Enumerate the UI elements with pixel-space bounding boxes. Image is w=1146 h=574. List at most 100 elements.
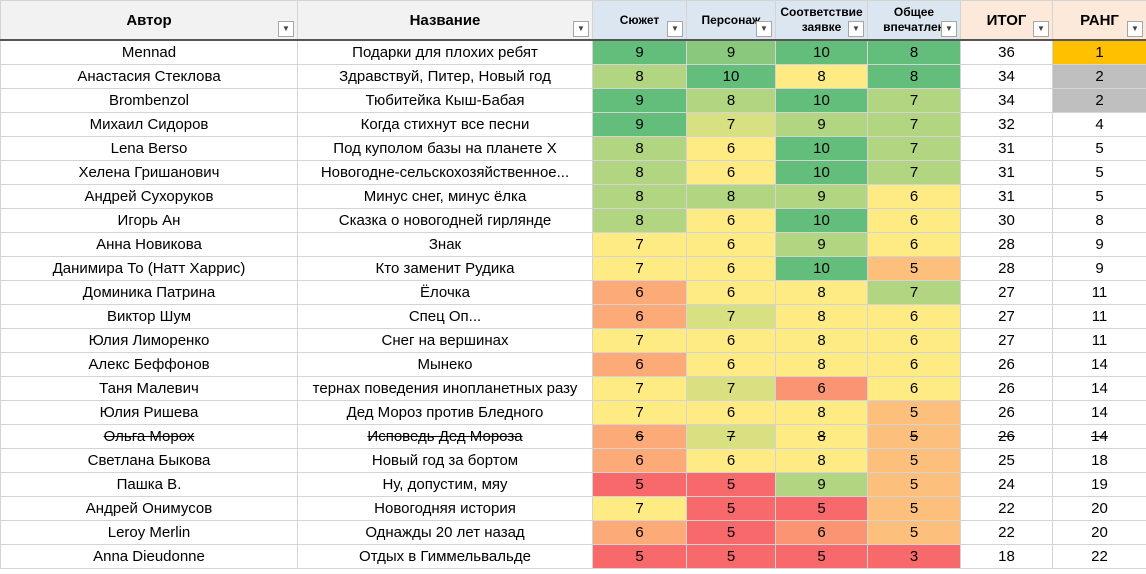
score-cell: 9 bbox=[775, 472, 868, 497]
total-cell: 26 bbox=[960, 424, 1053, 449]
title-cell: Ёлочка bbox=[297, 280, 593, 305]
score-cell: 6 bbox=[686, 400, 776, 425]
author-cell: Anna Dieudonne bbox=[0, 544, 298, 569]
total-cell: 31 bbox=[960, 160, 1053, 185]
rank-cell: 2 bbox=[1052, 64, 1146, 89]
column-header: Сюжет ▼ bbox=[592, 0, 687, 41]
data-row: Игорь Ан Сказка о новогодней гирлянде 8 6 10… bbox=[0, 208, 1146, 233]
total-cell: 26 bbox=[960, 376, 1053, 401]
score-cell: 6 bbox=[686, 232, 776, 257]
title-cell: Сказка о новогодней гирлянде bbox=[297, 208, 593, 233]
score-cell: 5 bbox=[592, 544, 687, 569]
score-cell: 9 bbox=[592, 39, 687, 65]
total-cell: 18 bbox=[960, 544, 1053, 569]
score-cell: 6 bbox=[592, 448, 687, 473]
author-cell: Leroy Merlin bbox=[0, 520, 298, 545]
author-cell: Анастасия Стеклова bbox=[0, 64, 298, 89]
score-cell: 5 bbox=[686, 520, 776, 545]
title-cell: Кто заменит Рудика bbox=[297, 256, 593, 281]
total-cell: 34 bbox=[960, 88, 1053, 113]
title-cell: Исповедь Дед Мороза bbox=[297, 424, 593, 449]
column-header: Соответствие заявке ▼ bbox=[775, 0, 868, 41]
score-cell: 5 bbox=[775, 496, 868, 521]
score-cell: 6 bbox=[686, 160, 776, 185]
score-cell: 5 bbox=[867, 520, 961, 545]
title-cell: Отдых в Гиммельвальде bbox=[297, 544, 593, 569]
column-header: Общее впечатлен ▼ bbox=[867, 0, 961, 41]
score-cell: 9 bbox=[775, 112, 868, 137]
title-cell: Спец Оп... bbox=[297, 304, 593, 329]
title-cell: Когда стихнут все песни bbox=[297, 112, 593, 137]
rank-cell: 11 bbox=[1052, 280, 1146, 305]
author-cell: Данимира То (Натт Харрис) bbox=[0, 256, 298, 281]
total-cell: 22 bbox=[960, 520, 1053, 545]
rank-cell: 9 bbox=[1052, 232, 1146, 257]
data-row: Виктор Шум Спец Оп... 6 7 8 6 27 11 bbox=[0, 304, 1146, 329]
score-cell: 6 bbox=[592, 352, 687, 377]
rank-cell: 4 bbox=[1052, 112, 1146, 137]
score-cell: 6 bbox=[592, 304, 687, 329]
score-cell: 10 bbox=[775, 256, 868, 281]
rank-cell: 14 bbox=[1052, 400, 1146, 425]
score-cell: 8 bbox=[686, 184, 776, 209]
filter-button[interactable]: ▼ bbox=[573, 21, 589, 37]
data-row: Доминика Патрина Ёлочка 6 6 8 7 27 11 bbox=[0, 280, 1146, 305]
rank-cell: 11 bbox=[1052, 304, 1146, 329]
score-cell: 6 bbox=[686, 448, 776, 473]
score-cell: 10 bbox=[775, 136, 868, 161]
data-row: Данимира То (Натт Харрис) Кто заменит Руд… bbox=[0, 256, 1146, 281]
rank-cell: 22 bbox=[1052, 544, 1146, 569]
score-cell: 9 bbox=[775, 232, 868, 257]
title-cell: Здравствуй, Питер, Новый год bbox=[297, 64, 593, 89]
column-header: ИТОГ ▼ bbox=[960, 0, 1053, 41]
column-header: Название ▼ bbox=[297, 0, 593, 41]
filter-button[interactable]: ▼ bbox=[278, 21, 294, 37]
total-cell: 28 bbox=[960, 232, 1053, 257]
data-row: Светлана Быкова Новый год за бортом 6 6 8 5 25… bbox=[0, 448, 1146, 473]
author-cell: Mennad bbox=[0, 39, 298, 65]
score-cell: 8 bbox=[592, 160, 687, 185]
filter-button[interactable]: ▼ bbox=[756, 21, 772, 37]
filter-button[interactable]: ▼ bbox=[941, 21, 957, 37]
score-cell: 6 bbox=[686, 280, 776, 305]
author-cell: Михаил Сидоров bbox=[0, 112, 298, 137]
filter-button[interactable]: ▼ bbox=[1033, 21, 1049, 37]
rank-cell: 1 bbox=[1052, 39, 1146, 65]
filter-button[interactable]: ▼ bbox=[667, 21, 683, 37]
score-cell: 7 bbox=[867, 112, 961, 137]
title-cell: Знак bbox=[297, 232, 593, 257]
total-cell: 30 bbox=[960, 208, 1053, 233]
score-cell: 6 bbox=[686, 328, 776, 353]
total-cell: 25 bbox=[960, 448, 1053, 473]
title-cell: Однажды 20 лет назад bbox=[297, 520, 593, 545]
score-cell: 7 bbox=[867, 280, 961, 305]
rank-cell: 14 bbox=[1052, 376, 1146, 401]
score-cell: 7 bbox=[592, 376, 687, 401]
total-cell: 27 bbox=[960, 328, 1053, 353]
rank-cell: 11 bbox=[1052, 328, 1146, 353]
filter-button[interactable]: ▼ bbox=[848, 21, 864, 37]
score-cell: 3 bbox=[867, 544, 961, 569]
total-cell: 22 bbox=[960, 496, 1053, 521]
score-cell: 8 bbox=[686, 88, 776, 113]
score-cell: 5 bbox=[867, 472, 961, 497]
score-cell: 8 bbox=[775, 352, 868, 377]
total-cell: 28 bbox=[960, 256, 1053, 281]
author-cell: Юлия Лиморенко bbox=[0, 328, 298, 353]
score-cell: 6 bbox=[592, 424, 687, 449]
column-header: РАНГ ▼ bbox=[1052, 0, 1146, 41]
score-cell: 8 bbox=[775, 64, 868, 89]
score-cell: 7 bbox=[592, 496, 687, 521]
total-cell: 32 bbox=[960, 112, 1053, 137]
rank-cell: 20 bbox=[1052, 496, 1146, 521]
score-cell: 5 bbox=[867, 448, 961, 473]
total-cell: 34 bbox=[960, 64, 1053, 89]
author-cell: Таня Малевич bbox=[0, 376, 298, 401]
author-cell: Андрей Онимусов bbox=[0, 496, 298, 521]
rank-cell: 2 bbox=[1052, 88, 1146, 113]
score-cell: 7 bbox=[592, 328, 687, 353]
filter-button[interactable]: ▼ bbox=[1127, 21, 1143, 37]
score-cell: 5 bbox=[686, 544, 776, 569]
total-cell: 26 bbox=[960, 352, 1053, 377]
